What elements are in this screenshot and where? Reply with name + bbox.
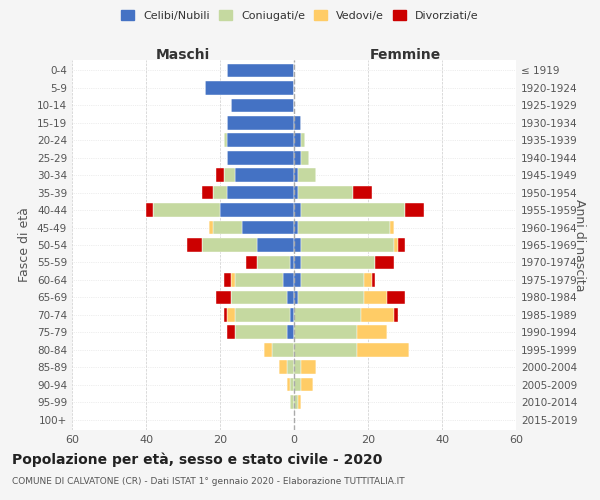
Bar (357, 326, 386, 339)
Bar (224, 134, 227, 147)
Bar (227, 116, 294, 130)
Bar (235, 273, 283, 286)
Bar (279, 360, 287, 374)
Bar (209, 220, 212, 234)
Bar (290, 308, 294, 322)
Bar (398, 238, 405, 252)
Bar (212, 186, 227, 200)
Bar (272, 343, 294, 356)
Bar (294, 151, 301, 164)
Bar (231, 290, 287, 304)
Bar (361, 308, 394, 322)
Bar (227, 151, 294, 164)
Bar (224, 168, 235, 182)
Bar (257, 256, 290, 270)
Bar (202, 186, 212, 200)
Bar (294, 134, 301, 147)
Text: COMUNE DI CALVATONE (CR) - Dati ISTAT 1° gennaio 2020 - Elaborazione TUTTITALIA.: COMUNE DI CALVATONE (CR) - Dati ISTAT 1°… (12, 478, 404, 486)
Bar (301, 134, 305, 147)
Bar (298, 186, 353, 200)
Bar (287, 378, 290, 392)
Bar (235, 308, 290, 322)
Bar (294, 308, 361, 322)
Bar (294, 378, 301, 392)
Bar (231, 98, 294, 112)
Bar (257, 238, 294, 252)
Bar (205, 81, 294, 94)
Bar (290, 256, 294, 270)
Bar (301, 273, 364, 286)
Bar (357, 343, 409, 356)
Bar (287, 360, 294, 374)
Bar (294, 186, 298, 200)
Bar (394, 308, 398, 322)
Bar (290, 396, 294, 409)
Bar (146, 204, 154, 217)
Bar (294, 360, 301, 374)
Bar (294, 256, 301, 270)
Bar (287, 290, 294, 304)
Bar (227, 308, 235, 322)
Bar (231, 273, 235, 286)
Bar (227, 134, 294, 147)
Bar (294, 396, 298, 409)
Bar (364, 273, 372, 286)
Bar (294, 204, 301, 217)
Bar (227, 326, 235, 339)
Bar (290, 378, 294, 392)
Bar (242, 220, 294, 234)
Bar (301, 256, 376, 270)
Bar (216, 290, 231, 304)
Bar (246, 256, 257, 270)
Bar (386, 290, 405, 304)
Bar (405, 204, 424, 217)
Text: Femmine: Femmine (370, 48, 440, 62)
Bar (294, 116, 301, 130)
Bar (216, 168, 224, 182)
Bar (224, 273, 231, 286)
Bar (227, 64, 294, 78)
Bar (390, 220, 394, 234)
Bar (298, 396, 301, 409)
Y-axis label: Fasce di età: Fasce di età (19, 208, 31, 282)
Legend: Celibi/Nubili, Coniugati/e, Vedovi/e, Divorziati/e: Celibi/Nubili, Coniugati/e, Vedovi/e, Di… (117, 6, 483, 25)
Bar (376, 256, 394, 270)
Bar (294, 220, 298, 234)
Bar (294, 290, 298, 304)
Bar (301, 378, 313, 392)
Bar (298, 168, 316, 182)
Bar (372, 273, 376, 286)
Bar (394, 238, 398, 252)
Bar (294, 238, 301, 252)
Bar (287, 326, 294, 339)
Bar (235, 326, 287, 339)
Bar (220, 204, 294, 217)
Bar (301, 204, 405, 217)
Bar (353, 186, 372, 200)
Bar (294, 326, 357, 339)
Bar (265, 343, 272, 356)
Bar (187, 238, 202, 252)
Bar (224, 308, 227, 322)
Bar (298, 290, 364, 304)
Bar (283, 273, 294, 286)
Y-axis label: Anni di nascita: Anni di nascita (573, 198, 586, 291)
Bar (301, 360, 316, 374)
Bar (235, 168, 294, 182)
Bar (298, 220, 390, 234)
Bar (227, 186, 294, 200)
Bar (154, 204, 220, 217)
Text: Maschi: Maschi (156, 48, 210, 62)
Bar (294, 168, 298, 182)
Bar (212, 220, 242, 234)
Bar (294, 343, 357, 356)
Bar (301, 151, 309, 164)
Bar (364, 290, 386, 304)
Bar (294, 273, 301, 286)
Text: Popolazione per età, sesso e stato civile - 2020: Popolazione per età, sesso e stato civil… (12, 452, 382, 467)
Bar (301, 238, 394, 252)
Bar (202, 238, 257, 252)
